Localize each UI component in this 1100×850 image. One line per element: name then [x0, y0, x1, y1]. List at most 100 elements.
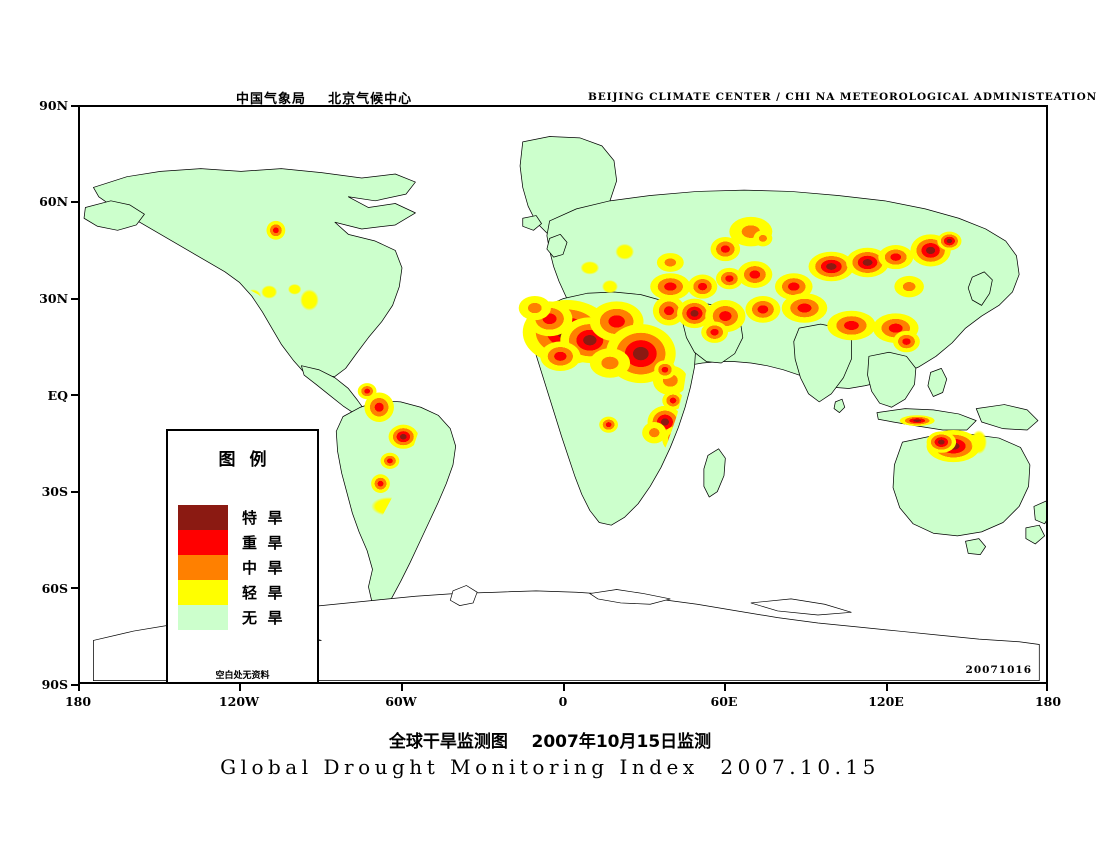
drought-blob-eastern-europe	[656, 253, 684, 272]
drought-blob-us-southeast	[300, 289, 319, 311]
drought-blob-angola	[599, 416, 619, 433]
drought-blob-mongolia-east	[846, 247, 890, 278]
legend-rows: 特 旱 重 旱 中 旱 轻 旱 无 旱	[178, 505, 313, 630]
drought-blob-turkey	[650, 273, 691, 301]
drought-blob-ethiopia	[654, 360, 676, 380]
drought-blob-top-end	[926, 431, 957, 453]
x-axis-label-0: 0	[558, 694, 568, 709]
y-axis-tick-90s	[71, 684, 78, 686]
land-new-zealand	[1025, 500, 1046, 545]
drought-blob-bolivia	[388, 424, 419, 449]
x-axis-tick-180w	[78, 684, 80, 691]
legend-label-light-drought: 轻 旱	[242, 584, 283, 602]
antarctica-peninsula	[449, 585, 478, 606]
drought-blob-urals	[710, 237, 741, 262]
legend-swatch-severe-drought	[178, 530, 228, 555]
legend-item-moderate-drought: 中 旱	[178, 555, 313, 580]
y-axis-tick-eq	[71, 394, 78, 396]
legend-title: 图例	[218, 450, 281, 470]
world-map-frame[interactable]: 图例 特 旱 重 旱 中 旱 轻 旱 无 旱 空白处	[78, 105, 1048, 684]
drought-blob-afghanistan	[745, 295, 781, 323]
y-axis-tick-60s	[71, 587, 78, 589]
drought-blob-aral	[715, 267, 743, 290]
y-axis-label-30n: 30N	[39, 291, 68, 306]
drought-blob-mongolia-west	[808, 251, 855, 282]
chart-title-en: Global Drought Monitoring Index 2007.10.…	[220, 755, 880, 779]
y-axis-label-eq: EQ	[47, 388, 68, 403]
drought-blob-argentina-central	[371, 474, 390, 494]
drought-blob-persian-gulf	[701, 321, 729, 343]
land-southeast-asia	[867, 351, 917, 408]
land-madagascar	[703, 448, 726, 498]
x-axis-label-180e: 180	[1034, 694, 1062, 709]
legend-swatch-no-drought	[178, 605, 228, 630]
y-axis-label-90s: 90S	[41, 677, 68, 692]
land-australia	[892, 433, 1031, 537]
drought-blob-kazakhstan	[737, 261, 773, 288]
chart-title-cn: 全球干旱监测图 2007年10月15日监测	[388, 732, 712, 752]
drought-blob-inner-mongolia	[878, 245, 914, 270]
land-tasmania	[965, 538, 986, 556]
y-axis-label-60s: 60S	[41, 581, 68, 596]
land-sri-lanka	[833, 398, 846, 413]
land-philippines	[927, 367, 948, 397]
drought-blob-iraq	[677, 298, 712, 329]
drought-blob-tarim	[774, 273, 813, 301]
x-axis-tick-120w	[239, 684, 241, 691]
land-south-america	[335, 400, 457, 615]
drought-blob-levant	[652, 295, 686, 326]
drought-blob-siberia-spot	[753, 230, 773, 247]
y-axis-tick-90n	[71, 105, 78, 107]
drought-blob-kenya	[662, 391, 684, 410]
drought-blob-amur	[937, 231, 962, 251]
legend-item-extreme-drought: 特 旱	[178, 505, 313, 530]
x-axis-label-60e: 60E	[710, 694, 738, 709]
drought-blob-peru	[364, 392, 394, 422]
legend-item-severe-drought: 重 旱	[178, 530, 313, 555]
drought-blob-zambia	[642, 421, 667, 444]
x-axis-label-60w: 60W	[385, 694, 417, 709]
land-new-guinea	[975, 404, 1039, 431]
land-japan	[967, 271, 993, 306]
legend-swatch-light-drought	[178, 580, 228, 605]
x-axis-tick-60e	[724, 684, 726, 691]
drought-blob-chad	[589, 348, 631, 378]
x-axis-tick-60w	[401, 684, 403, 691]
x-axis-label-120e: 120E	[868, 694, 904, 709]
x-axis-tick-180e	[1046, 684, 1048, 691]
legend-label-severe-drought: 重 旱	[242, 534, 283, 552]
legend-no-data-note: 空白处无资料	[215, 671, 270, 681]
x-axis-tick-0	[563, 684, 565, 691]
legend-label-moderate-drought: 中 旱	[242, 559, 283, 577]
header-agency-cn: 中国气象局 北京气候中心	[236, 92, 413, 107]
map-legend: 图例 特 旱 重 旱 中 旱 轻 旱 无 旱 空白处	[166, 429, 319, 682]
legend-item-light-drought: 轻 旱	[178, 580, 313, 605]
antarctica-detail-2	[750, 598, 852, 616]
drought-blob-lesser-sunda	[899, 415, 935, 426]
drought-blob-guangdong	[893, 330, 920, 353]
drought-blob-cape-york	[970, 430, 987, 455]
land-british-isles	[546, 233, 568, 258]
legend-item-no-drought: 无 旱	[178, 605, 313, 630]
y-axis-tick-60n	[71, 201, 78, 203]
legend-swatch-extreme-drought	[178, 505, 228, 530]
drought-blob-us-plains	[261, 285, 278, 299]
drought-blob-us-midwest	[287, 283, 302, 295]
drought-blob-north-china-plain	[894, 275, 924, 298]
header-agency-en: BEIJING CLIMATE CENTER / CHI NA METEOROL…	[588, 91, 1098, 103]
drought-blob-italy	[601, 279, 619, 294]
x-axis-label-120w: 120W	[218, 694, 260, 709]
land-alaska	[83, 200, 145, 231]
legend-swatch-moderate-drought	[178, 555, 228, 580]
land-iceland	[522, 215, 542, 231]
drought-blob-morocco	[518, 295, 551, 321]
y-axis-tick-30s	[71, 491, 78, 493]
x-axis-tick-120e	[886, 684, 888, 691]
map-date-stamp: 20071016	[965, 664, 1032, 676]
drought-blob-mali	[540, 341, 581, 372]
drought-blob-tibet	[781, 293, 828, 323]
legend-label-no-drought: 无 旱	[242, 609, 283, 627]
x-axis-label-180w: 180	[64, 694, 92, 709]
y-axis-label-30s: 30S	[41, 484, 68, 499]
antarctica-detail-1	[588, 589, 671, 605]
